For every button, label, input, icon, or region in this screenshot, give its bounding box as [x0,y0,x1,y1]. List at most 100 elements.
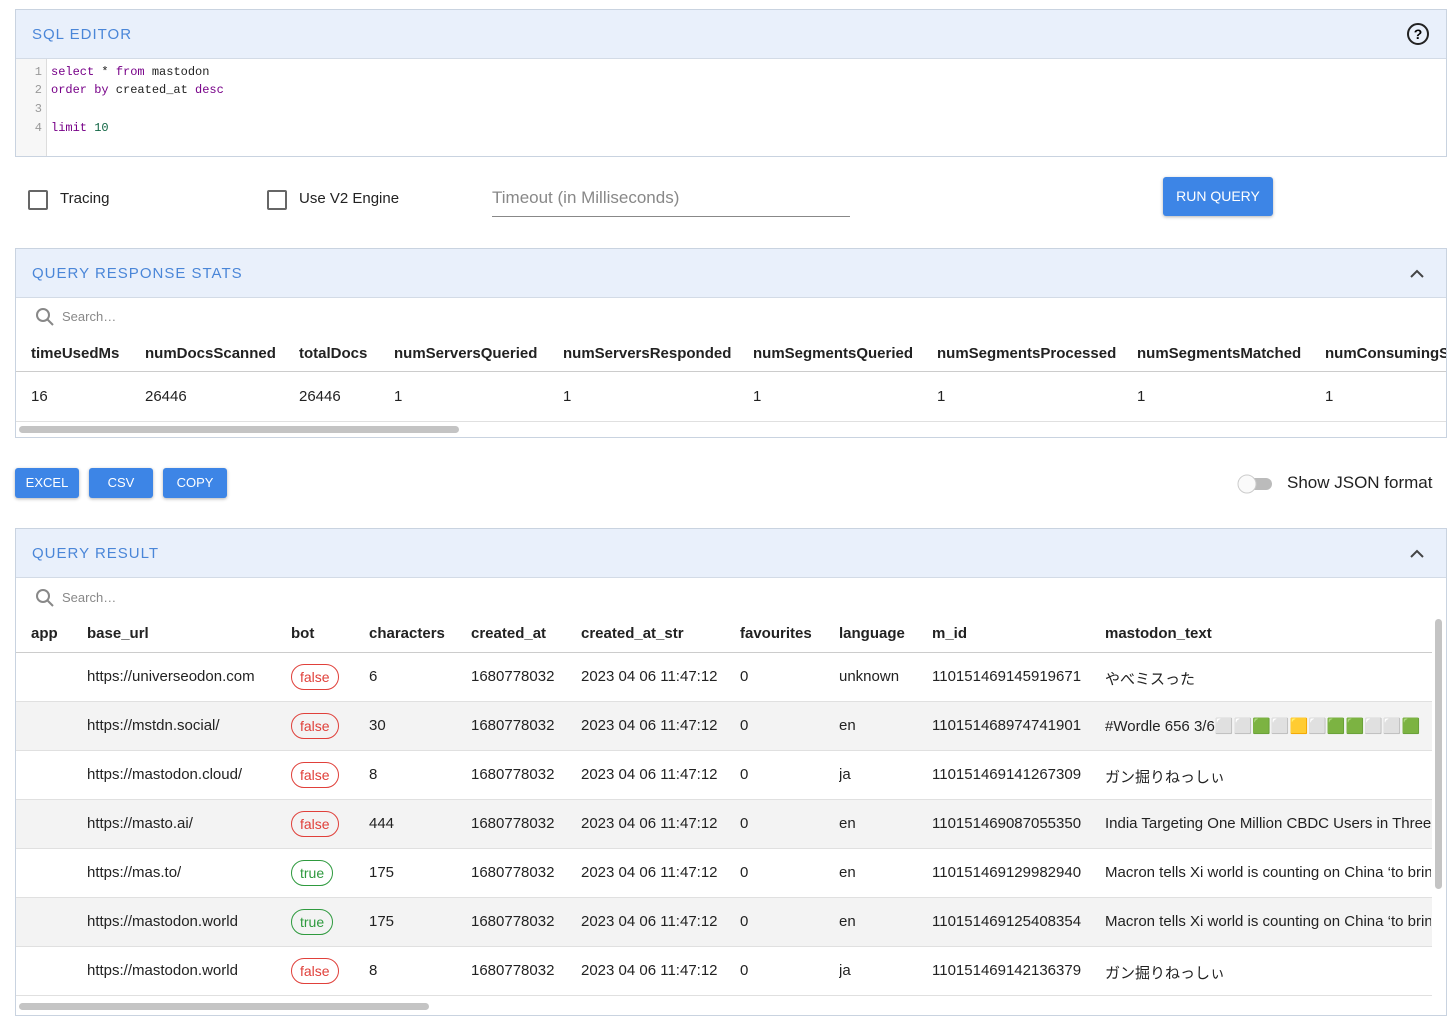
table-cell: 110151468974741901 [932,717,1082,734]
column-header: bot [291,625,315,642]
export-button[interactable]: EXCEL [15,468,79,498]
table-cell: 1 [1137,388,1146,405]
table-row [16,372,1446,422]
column-header: language [839,625,905,642]
code-token: order by [51,83,109,97]
table-cell: ガン掘りねっしぃ [1105,965,1226,982]
scrollbar[interactable] [1435,619,1442,889]
table-cell: https://mastodon.world [87,962,238,979]
table-cell: 26446 [299,388,341,405]
scrollbar[interactable] [19,426,459,433]
panel-title: QUERY RESULT [32,545,160,562]
table-cell: 1680778032 [471,913,555,930]
search-icon [36,589,54,607]
column-header: numSegmentsProcessed [937,345,1117,362]
table-cell: 2023 04 06 11:47:12 [581,815,718,832]
stats-panel: QUERY RESPONSE STATS Search… timeUsedMs n… [15,248,1447,438]
json-toggle[interactable] [1236,473,1278,495]
panel-title: SQL EDITOR [32,26,133,43]
table-row [16,898,1432,947]
table-cell: 1680778032 [471,962,555,979]
table-cell: 0 [740,913,749,930]
column-header: characters [369,625,445,642]
table-cell: en [839,717,856,734]
code-token: * [94,65,116,79]
run-query-button[interactable]: RUN QUERY [1163,177,1273,216]
table-cell: 0 [740,766,749,783]
column-header: numDocsScanned [145,345,276,362]
table-row [16,653,1432,702]
table-cell: 175 [369,864,395,881]
scrollbar[interactable] [19,1003,429,1010]
column-header: numConsumingSe [1325,345,1447,362]
code-line: limit 10 [51,121,109,135]
line-number: 1 [34,65,42,79]
column-header: base_url [87,625,149,642]
table-cell: en [839,913,856,930]
collapse-icon[interactable] [1409,267,1425,279]
panel-header: QUERY RESPONSE STATS [16,249,1446,298]
table-row [16,947,1432,996]
table-cell: #Wordle 656 3/6⬜⬜🟩⬜🟨⬜🟩🟩⬜⬜🟩 [1105,718,1421,735]
checkbox-label: Use V2 Engine [299,190,400,207]
table-cell: 1 [1325,388,1334,405]
search-input[interactable]: Search… [62,309,117,324]
table-cell: 2023 04 06 11:47:12 [581,717,718,734]
table-cell: India Targeting One Million CBDC Users i… [1105,815,1431,832]
column-header: created_at_str [581,625,684,642]
code-token: limit [51,121,88,135]
bool-chip: false [291,811,339,837]
code-area[interactable]: select * from mastodon order by created_a… [51,59,1441,156]
table-cell: ja [839,766,851,783]
table-cell: 1 [753,388,762,405]
table-cell: 1 [937,388,946,405]
column-header: numServersQueried [394,345,538,362]
table-cell: 1680778032 [471,717,555,734]
table-row [16,702,1432,751]
table-header-row [16,334,1446,372]
column-header: timeUsedMs [31,345,120,362]
panel-title: QUERY RESPONSE STATS [32,265,243,282]
column-header: m_id [932,625,968,642]
table-cell: 110151469145919671 [932,668,1082,685]
search-icon [36,308,54,326]
timeout-input[interactable]: Timeout (in Milliseconds) [492,188,850,217]
column-header: app [31,625,58,642]
code-token: 10 [94,121,109,135]
column-header: totalDocs [299,345,368,362]
bool-chip: false [291,958,339,984]
code-line: select * from mastodon [51,65,209,79]
table-cell: 8 [369,766,378,783]
checkbox[interactable] [28,190,48,210]
table-row [16,800,1432,849]
collapse-icon[interactable] [1409,547,1425,559]
result-panel: QUERY RESULT Search… app base_url bot chara… [15,528,1447,1016]
bool-chip: false [291,713,339,739]
search-input[interactable]: Search… [62,590,117,605]
table-row [16,849,1432,898]
table-cell: 110151469087055350 [932,815,1082,832]
code-token: created_at [108,83,196,97]
table-cell: 26446 [145,388,187,405]
table-cell: unknown [839,668,900,685]
panel-header: SQL EDITOR ? [16,10,1446,59]
toggle-label: Show JSON format [1287,473,1433,492]
column-header: numSegmentsQueried [753,345,914,362]
checkbox[interactable] [267,190,287,210]
export-button[interactable]: CSV [89,468,153,498]
table-cell: 110151469141267309 [932,766,1082,783]
column-header: numServersResponded [563,345,732,362]
table-cell: 0 [740,815,749,832]
table-cell: 1680778032 [471,815,555,832]
table-cell: https://mastodon.cloud/ [87,766,243,783]
table-cell: 0 [740,668,749,685]
table-cell: https://mas.to/ [87,864,182,881]
code-token: select [51,65,95,79]
table-cell: Macron tells Xi world is counting on Chi… [1105,864,1431,881]
table-cell: https://mastodon.world [87,913,238,930]
checkbox-label: Tracing [60,190,110,207]
code-token: desc [195,83,224,97]
export-button[interactable]: COPY [163,468,227,498]
help-icon[interactable]: ? [1406,22,1430,46]
